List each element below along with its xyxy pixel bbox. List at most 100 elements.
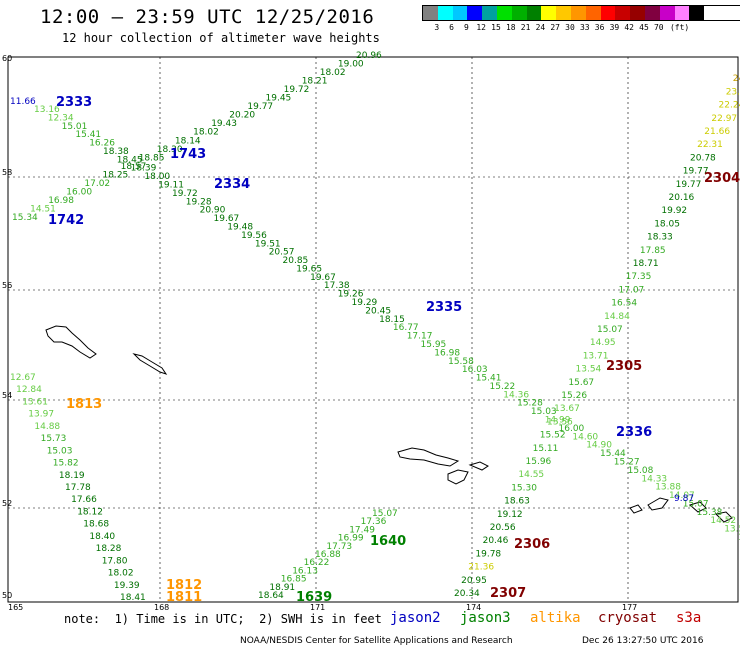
- wave-height-value: 19.67: [214, 214, 240, 224]
- jason2-label: jason2: [390, 610, 441, 626]
- color-legend: 3 6 9 12 15 18 21 24 27 30 33 36 39 42 45 70 (ft): [422, 5, 740, 33]
- legend-label: 36: [594, 23, 605, 32]
- legend-cryosat: cryosat: [598, 610, 657, 626]
- wave-height-value: 21.66: [704, 127, 730, 137]
- wave-height-value: 14.99: [545, 416, 571, 426]
- island-east-4: [629, 504, 643, 514]
- legend-jason2: jason2: [390, 610, 441, 626]
- wave-height-value: 15.28: [517, 399, 543, 409]
- island-east-2: [688, 501, 707, 513]
- altika-label: altika: [530, 610, 581, 626]
- legend-swatch: [482, 6, 497, 20]
- wave-height-value: 16.22: [304, 558, 330, 568]
- lat-label: 54: [2, 391, 12, 400]
- wave-height-value: 14.88: [34, 422, 60, 432]
- wave-height-value: 14.53: [738, 533, 740, 543]
- wave-height-tracks: 13.1612.3415.0115.4116.2618.3818.4518.39…: [10, 51, 740, 603]
- legend-label: 33: [579, 23, 590, 32]
- wave-height-value: 16.88: [315, 550, 341, 560]
- wave-height-value: 22.97: [711, 114, 737, 124]
- island-attu: [45, 325, 97, 359]
- legend-label: 3: [434, 23, 440, 32]
- wave-height-value: 16.00: [559, 424, 585, 434]
- legend-labels: 3 6 9 12 15 18 21 24 27 30 33 36 39 42 45 70 (ft): [422, 21, 740, 33]
- wave-height-value: 19.77: [247, 102, 273, 112]
- wave-height-value: 14.52: [710, 516, 736, 526]
- wave-height-value: 18.45: [117, 155, 143, 165]
- lat-label: 56: [2, 281, 12, 290]
- legend-label: (ft): [669, 23, 690, 32]
- wave-height-value: 12.34: [48, 113, 74, 123]
- island-east-3: [714, 511, 733, 523]
- wave-height-value: 19.28: [186, 197, 212, 207]
- wave-height-value: 15.22: [490, 382, 516, 392]
- wave-height-value: 19.78: [475, 549, 501, 559]
- wave-height-value: 13.61: [22, 397, 48, 407]
- wave-height-value: 20.85: [283, 256, 309, 266]
- wave-height-value: 19.43: [211, 119, 237, 129]
- legend-swatch: [556, 6, 571, 20]
- wave-height-value: 15.34: [12, 213, 38, 223]
- pass-label: 2304: [704, 171, 740, 186]
- wave-height-value: 23.06: [726, 87, 740, 97]
- wave-height-value: 19.29: [352, 298, 378, 308]
- wave-height-value: 17.02: [84, 179, 110, 189]
- wave-height-value: 15.41: [476, 374, 502, 384]
- wave-height-value: 20.57: [269, 248, 295, 258]
- wave-height-value: 15.52: [540, 431, 566, 441]
- wave-height-value: 17.38: [324, 281, 350, 291]
- wave-height-value: 18.71: [633, 259, 659, 269]
- wave-height-value: 16.03: [462, 365, 488, 375]
- legend-swatch: [526, 6, 542, 20]
- legend-swatch: [600, 6, 616, 20]
- wave-height-value: 24.1: [733, 74, 740, 84]
- wave-height-value: 15.67: [568, 378, 594, 388]
- wave-height-value: 19.12: [497, 510, 523, 520]
- wave-height-value: 18.02: [320, 68, 346, 78]
- wave-height-value: 20.96: [356, 51, 382, 61]
- wave-height-value: 18.02: [193, 128, 219, 138]
- wave-height-value: 18.85: [139, 153, 165, 163]
- wave-height-value: 18.25: [103, 170, 129, 180]
- footer-timestamp: Dec 26 13:27:50 UTC 2016: [582, 636, 704, 646]
- wave-height-value: 15.95: [421, 340, 447, 350]
- wave-height-value: 20.34: [454, 589, 480, 599]
- wave-height-value: 18.15: [379, 315, 405, 325]
- wave-height-value: 18.00: [144, 172, 170, 182]
- legend-jason3: jason3: [460, 610, 511, 626]
- legend-label: 24: [535, 23, 546, 32]
- jason3-label: jason3: [460, 610, 511, 626]
- legend-swatch: [585, 6, 601, 20]
- lon-label: 171: [310, 603, 325, 612]
- pass-label: 1743: [170, 147, 206, 162]
- wave-height-value: 15.07: [597, 325, 623, 335]
- wave-height-value: 17.73: [326, 542, 352, 552]
- pass-label: 1639: [296, 590, 332, 605]
- wave-height-value: 20.78: [690, 153, 716, 163]
- wave-height-value: 13.97: [28, 410, 54, 420]
- longitude-labels: 165 168 171 174 177: [8, 603, 637, 612]
- wave-height-value: 19.48: [227, 223, 253, 233]
- wave-height-value: 13.67: [554, 404, 580, 414]
- wave-height-value: 18.14: [175, 136, 201, 146]
- wave-height-value: 14.95: [590, 338, 616, 348]
- legend-altika: altika: [530, 610, 581, 626]
- wave-height-value: 12.84: [16, 385, 42, 395]
- wave-height-value: 14.07: [669, 491, 695, 501]
- legend-label: 42: [624, 23, 635, 32]
- wave-height-value: 14.90: [586, 441, 612, 451]
- legend-swatch: [644, 6, 660, 20]
- wave-height-value: 19.11: [158, 181, 184, 191]
- wave-height-value: 19.56: [241, 231, 267, 241]
- wave-height-value: 18.28: [96, 544, 122, 554]
- wave-height-value: 17.17: [407, 332, 433, 342]
- wave-height-value: 14.55: [518, 470, 544, 480]
- wave-height-value: 19.26: [338, 290, 364, 300]
- wave-height-value: 14.51: [30, 205, 56, 215]
- legend-swatch: [615, 6, 631, 20]
- wave-height-value: 16.00: [66, 187, 92, 197]
- legend-label: 27: [550, 23, 561, 32]
- pass-label: 2334: [214, 177, 250, 192]
- wave-height-value: 19.72: [172, 189, 198, 199]
